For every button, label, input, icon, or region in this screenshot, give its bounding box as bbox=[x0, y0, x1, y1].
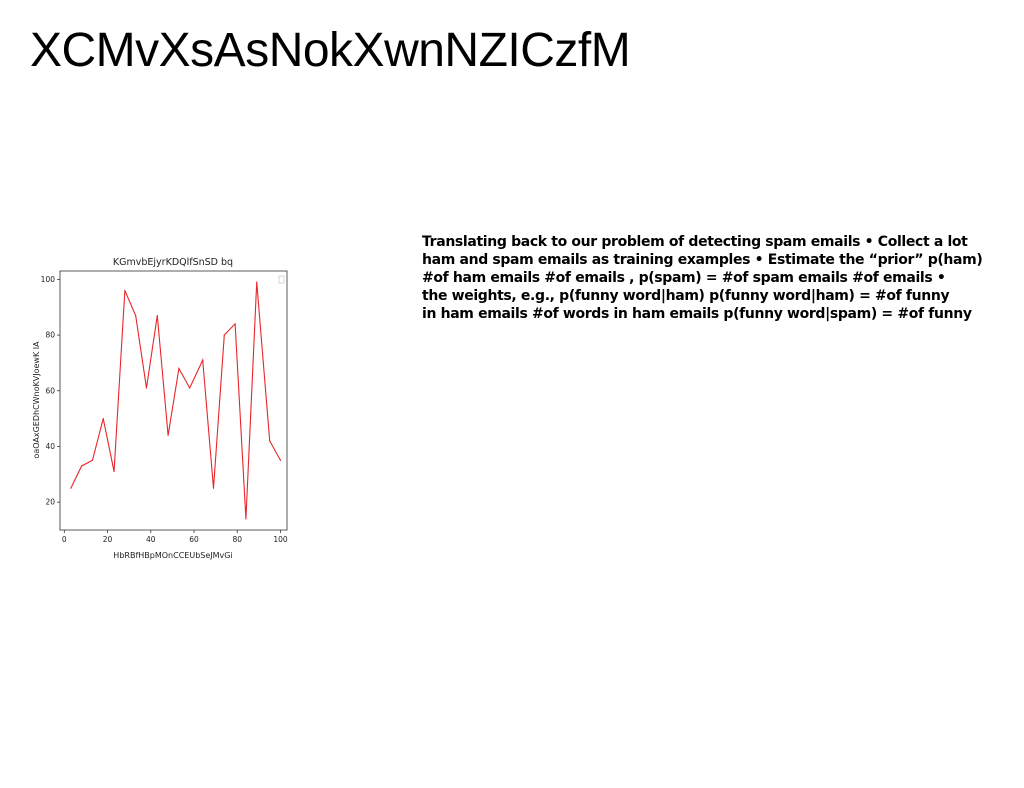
y-tick-label: 20 bbox=[45, 498, 55, 507]
y-axis-ticks: 20 40 60 80 100 bbox=[41, 275, 60, 507]
y-tick-label: 60 bbox=[45, 386, 55, 395]
body-line: in ham emails #of words in ham emails p(… bbox=[422, 306, 972, 322]
data-point bbox=[256, 281, 258, 283]
line-chart-svg: KGmvbEjyrKDQlfSnSD bq 0 20 40 60 80 100 20 40 6… bbox=[32, 257, 288, 560]
slide-title: XCMvXsAsNokXwnNZICzfM bbox=[30, 24, 631, 77]
plot-frame bbox=[59, 270, 288, 531]
x-tick-label: 80 bbox=[233, 535, 243, 544]
data-point bbox=[167, 434, 169, 436]
x-axis-ticks: 0 20 40 60 80 100 bbox=[62, 530, 288, 544]
data-point bbox=[178, 367, 180, 370]
data-point bbox=[223, 334, 225, 336]
data-point bbox=[212, 487, 215, 489]
x-axis-label: HbRBfHBpMOnCCEUbSeJMvGi bbox=[113, 551, 232, 560]
data-point bbox=[189, 387, 191, 389]
data-point bbox=[91, 459, 94, 461]
body-line: the weights, e.g., p(funny word|ham) p(f… bbox=[422, 288, 950, 304]
x-tick-label: 40 bbox=[146, 535, 156, 544]
x-tick-label: 20 bbox=[103, 535, 113, 544]
y-tick-label: 40 bbox=[45, 442, 55, 451]
body-line: Translating back to our problem of detec… bbox=[422, 234, 968, 250]
data-point bbox=[113, 470, 115, 473]
legend-box bbox=[278, 275, 285, 284]
x-tick-label: 60 bbox=[189, 535, 199, 544]
body-line: #of ham emails #of emails , p(spam) = #o… bbox=[422, 270, 946, 286]
data-point bbox=[135, 314, 137, 317]
y-tick-label: 100 bbox=[41, 275, 56, 284]
data-point bbox=[279, 459, 282, 461]
x-tick-label: 0 bbox=[62, 535, 67, 544]
data-point bbox=[124, 289, 126, 292]
data-point bbox=[269, 440, 271, 442]
data-point bbox=[145, 387, 148, 389]
data-point bbox=[81, 465, 83, 467]
line-chart: KGmvbEjyrKDQlfSnSD bq 0 20 40 60 80 100 20 40 6… bbox=[28, 250, 298, 568]
body-line: ham and spam emails as training examples… bbox=[422, 252, 983, 268]
series-line bbox=[70, 282, 281, 519]
data-point bbox=[234, 323, 236, 325]
chart-title: KGmvbEjyrKDQlfSnSD bq bbox=[113, 257, 233, 268]
y-axis-label: oaOAxGEDhCWnoKVJoewK IA bbox=[32, 341, 41, 459]
data-point bbox=[202, 359, 204, 361]
data-point bbox=[156, 314, 158, 317]
series-points bbox=[70, 281, 282, 520]
data-point bbox=[70, 487, 72, 489]
data-point bbox=[102, 418, 104, 420]
y-tick-label: 80 bbox=[45, 331, 55, 340]
data-point bbox=[245, 518, 247, 520]
x-tick-label: 100 bbox=[273, 535, 288, 544]
slide-body-text: Translating back to our problem of detec… bbox=[422, 233, 1022, 323]
